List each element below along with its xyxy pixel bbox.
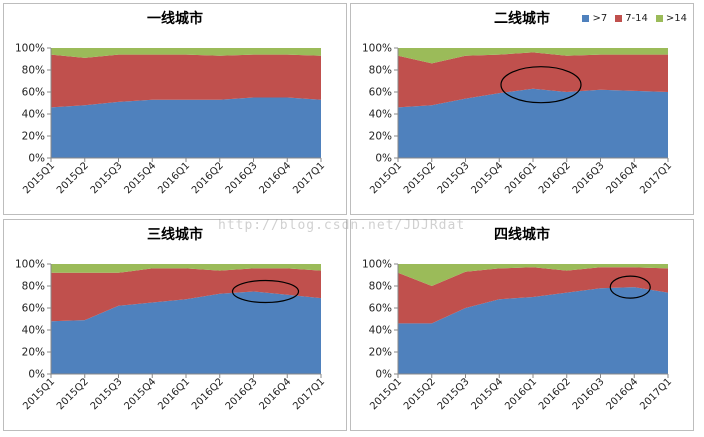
x-tick-label: 2016Q4: [258, 160, 294, 196]
y-tick-label: 20%: [22, 131, 45, 143]
area-series: [51, 264, 321, 273]
x-tick-label: 2017Q1: [291, 376, 327, 412]
x-tick-label: 2015Q2: [402, 376, 438, 412]
legend-label: 7-14: [625, 13, 648, 24]
x-tick-label: 2016Q2: [190, 160, 226, 196]
y-tick-label: 100%: [15, 259, 45, 271]
legend-label: >7: [592, 13, 608, 24]
x-tick-label: 2015Q3: [89, 376, 125, 412]
x-tick-label: 2016Q2: [190, 376, 226, 412]
x-tick-label: 2016Q2: [537, 376, 573, 412]
chart-svg: 0% 20% 40% 60% 80% 100% 2015Q12015Q22015Q32015…: [15, 259, 327, 413]
x-tick-label: 2015Q3: [89, 160, 125, 196]
x-tick-label: 2016Q3: [571, 376, 607, 412]
chart-svg: 0% 20% 40% 60% 80% 100% 2015Q12015Q22015Q32015…: [362, 43, 674, 197]
area-series: [51, 97, 321, 158]
chart-panel: 二线城市 >7 7-14 >14 0% 20% 40% 60% 80% 100% 2015Q1 201…: [350, 3, 694, 215]
x-tick-label: 2016Q4: [258, 376, 294, 412]
y-tick-label: 40%: [22, 325, 45, 337]
y-tick-label: 100%: [362, 259, 392, 271]
x-tick-label: 2015Q1: [21, 376, 57, 412]
chart-title: 二线城市: [494, 11, 550, 27]
x-tick-label: 2016Q3: [224, 376, 260, 412]
x-tick-label: 2015Q2: [55, 160, 91, 196]
y-tick-label: 0%: [28, 153, 45, 165]
y-tick-label: 40%: [22, 109, 45, 121]
y-tick-label: 80%: [22, 65, 45, 77]
y-tick-label: 20%: [369, 131, 392, 143]
x-tick-label: 2016Q3: [571, 160, 607, 196]
area-series: [398, 88, 668, 158]
x-tick-label: 2015Q3: [436, 376, 472, 412]
area-series: [51, 291, 321, 374]
legend-swatch: [655, 15, 663, 22]
chart-svg: 0% 20% 40% 60% 80% 100% 2015Q12015Q22015Q32015…: [362, 259, 674, 413]
legend-item: >7: [582, 13, 607, 24]
chart-title: 四线城市: [494, 227, 550, 243]
x-tick-label: 2017Q1: [291, 160, 327, 196]
x-tick-label: 2015Q4: [470, 376, 506, 412]
annotation-ellipse: [231, 279, 300, 304]
x-tick-label: 2015Q4: [470, 160, 506, 196]
annotation-ellipse: [500, 66, 582, 104]
x-tick-label: 2016Q1: [503, 376, 539, 412]
x-tick-label: 2016Q1: [156, 160, 192, 196]
area-series: [398, 48, 668, 64]
y-tick-label: 40%: [369, 325, 392, 337]
area-series: [51, 48, 321, 58]
chart-title: 三线城市: [147, 227, 203, 243]
area-series: [51, 54, 321, 108]
area-series: [398, 287, 668, 374]
x-tick-label: 2016Q4: [605, 376, 641, 412]
x-tick-label: 2015Q1: [368, 160, 404, 196]
x-tick-label: 2015Q1: [368, 376, 404, 412]
watermark: http://blog.csdn.net/JDJRdat: [218, 218, 466, 233]
x-tick-label: 2016Q3: [224, 160, 260, 196]
x-tick-label: 2017Q1: [638, 160, 674, 196]
area-series: [398, 267, 668, 324]
chart-panel: 四线城市 0% 20% 40% 60% 80% 100% 2015Q1 2015Q2 2015Q3…: [350, 219, 694, 431]
x-tick-label: 2015Q2: [55, 376, 91, 412]
y-tick-label: 80%: [22, 281, 45, 293]
y-tick-label: 100%: [362, 43, 392, 55]
x-tick-label: 2015Q2: [402, 160, 438, 196]
x-tick-label: 2016Q1: [503, 160, 539, 196]
x-tick-label: 2015Q1: [21, 160, 57, 196]
legend-swatch: [615, 15, 623, 22]
y-tick-label: 60%: [369, 303, 392, 315]
legend-swatch: [582, 15, 590, 22]
chart-panel: 一线城市 0% 20% 40% 60% 80% 100% 2015Q1 2015Q2 2015Q3…: [3, 3, 347, 215]
legend-item: >14: [655, 13, 687, 24]
x-tick-label: 2015Q4: [123, 160, 159, 196]
y-tick-label: 0%: [375, 153, 392, 165]
annotation-ellipse: [609, 275, 651, 299]
y-tick-label: 80%: [369, 281, 392, 293]
y-tick-label: 40%: [369, 109, 392, 121]
x-tick-label: 2017Q1: [638, 376, 674, 412]
y-tick-label: 80%: [369, 65, 392, 77]
x-tick-label: 2016Q1: [156, 376, 192, 412]
area-series: [398, 52, 668, 108]
y-tick-label: 60%: [22, 303, 45, 315]
y-tick-label: 20%: [369, 347, 392, 359]
x-tick-label: 2016Q2: [537, 160, 573, 196]
y-tick-label: 100%: [15, 43, 45, 55]
legend-label: >14: [665, 13, 687, 24]
y-tick-label: 0%: [28, 369, 45, 381]
y-tick-label: 60%: [22, 87, 45, 99]
x-tick-label: 2015Q3: [436, 160, 472, 196]
chart-panel: 三线城市 0% 20% 40% 60% 80% 100% 2015Q1 2015Q2 2015Q3…: [3, 219, 347, 431]
y-tick-label: 60%: [369, 87, 392, 99]
area-series: [398, 264, 668, 286]
x-tick-label: 2015Q4: [123, 376, 159, 412]
legend: >7 7-14 >14: [582, 13, 687, 24]
legend-item: 7-14: [615, 13, 648, 24]
chart-svg: 0% 20% 40% 60% 80% 100% 2015Q12015Q22015Q32015…: [15, 43, 327, 197]
x-tick-label: 2016Q4: [605, 160, 641, 196]
y-tick-label: 0%: [375, 369, 392, 381]
chart-title: 一线城市: [147, 11, 203, 27]
y-tick-label: 20%: [22, 347, 45, 359]
